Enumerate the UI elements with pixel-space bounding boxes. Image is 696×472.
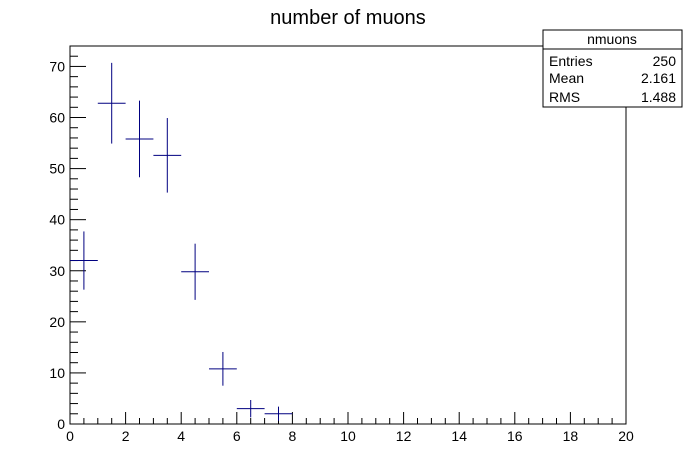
data-point xyxy=(264,406,293,421)
x-tick-label: 20 xyxy=(618,428,634,444)
data-point xyxy=(153,118,182,193)
data-point xyxy=(97,62,126,144)
x-tick-label: 10 xyxy=(340,428,356,444)
data-point xyxy=(209,351,237,386)
stats-rms-value: 1.488 xyxy=(641,89,676,105)
y-tick-label: 20 xyxy=(49,314,65,330)
tick-labels: 0 2 4 6 8 10 12 14 16 18 20 0 10 20 30 40 50 60 70 xyxy=(49,58,634,444)
stats-box: nmuons Entries 250 Mean 2.161 RMS 1.488 xyxy=(542,29,683,108)
y-tick-label: 50 xyxy=(49,161,65,177)
x-tick-label: 8 xyxy=(289,428,297,444)
x-tick-label: 0 xyxy=(66,428,74,444)
y-tick-label: 70 xyxy=(49,58,65,74)
stats-mean-label: Mean xyxy=(549,70,584,86)
x-tick-label: 4 xyxy=(177,428,185,444)
data-point xyxy=(236,399,265,418)
stats-rms-label: RMS xyxy=(549,89,580,105)
stats-box-title: nmuons xyxy=(587,31,637,47)
axis-ticks xyxy=(69,45,627,425)
x-tick-label: 6 xyxy=(233,428,241,444)
x-tick-label: 12 xyxy=(396,428,412,444)
x-tick-label: 2 xyxy=(122,428,130,444)
data-point xyxy=(125,100,154,178)
data-points xyxy=(70,62,293,421)
data-point xyxy=(70,231,98,290)
stats-box-frame xyxy=(542,29,683,108)
x-tick-label: 18 xyxy=(563,428,579,444)
stats-entries-label: Entries xyxy=(549,53,593,69)
data-point xyxy=(181,243,209,300)
y-tick-label: 10 xyxy=(49,365,65,381)
x-tick-label: 14 xyxy=(451,428,467,444)
y-tick-label: 0 xyxy=(57,416,65,432)
stats-entries-value: 250 xyxy=(653,53,677,69)
y-tick-label: 30 xyxy=(49,263,65,279)
y-tick-label: 40 xyxy=(49,212,65,228)
chart-title: number of muons xyxy=(270,7,426,29)
stats-mean-value: 2.161 xyxy=(641,70,676,86)
y-tick-label: 60 xyxy=(49,110,65,126)
x-tick-label: 16 xyxy=(507,428,523,444)
